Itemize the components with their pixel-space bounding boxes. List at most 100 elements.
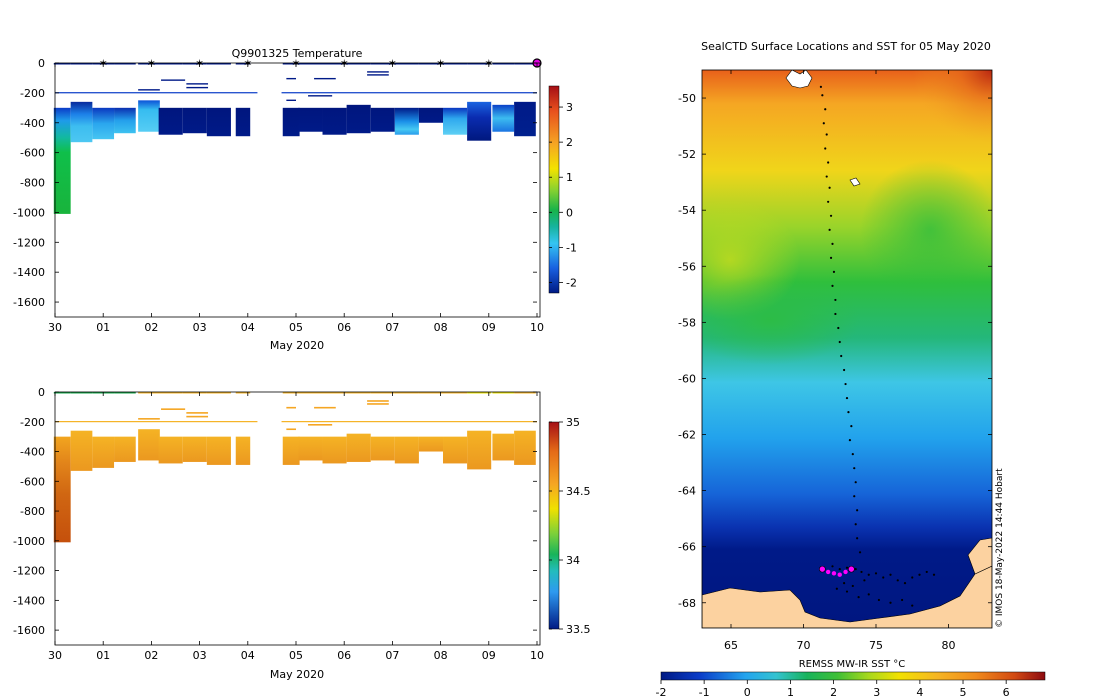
x-tick-label: 07 bbox=[385, 649, 399, 662]
highlight-point bbox=[843, 569, 848, 575]
sst-colorbar-tick-label: 3 bbox=[873, 686, 880, 699]
surface-layer bbox=[158, 392, 183, 394]
salinity-plot-area bbox=[53, 392, 537, 543]
profile-column bbox=[322, 436, 347, 464]
track-point bbox=[856, 537, 859, 540]
near-surface-segment bbox=[186, 412, 209, 414]
track-point bbox=[889, 573, 892, 576]
surface-layer bbox=[206, 63, 231, 65]
track-point bbox=[854, 523, 857, 526]
near-surface-segment bbox=[367, 400, 389, 402]
lat-tick-label: -66 bbox=[678, 541, 696, 554]
temperature-plot-area: ✶ ✶ ✶ ✶ ✶ ✶ ✶ ✶ ✶ bbox=[53, 57, 542, 214]
profile-column bbox=[467, 101, 492, 141]
track-point bbox=[867, 573, 870, 576]
salinity-section-panel: 0 -200 -400 -600 -800 -1000 -1200 -1400 -1600 30… bbox=[13, 386, 590, 681]
track-point bbox=[918, 573, 921, 576]
near-surface-segment bbox=[161, 408, 186, 410]
surface-layer bbox=[235, 392, 251, 394]
track-point bbox=[851, 453, 854, 456]
track-point bbox=[831, 565, 834, 568]
sst-colorbar-tick-label: 4 bbox=[916, 686, 923, 699]
near-surface-segment bbox=[286, 428, 296, 431]
profile-column bbox=[418, 107, 444, 123]
temperature-section-panel: Q9901325 Temperature ✶ ✶ ✶ ✶ ✶ ✶ ✶ ✶ ✶ 0 -200 -400… bbox=[13, 47, 577, 352]
antarctica-land bbox=[702, 565, 992, 628]
near-surface-segment bbox=[308, 423, 333, 426]
near-surface-segment bbox=[186, 83, 209, 85]
y-tick-label: -1600 bbox=[13, 296, 45, 309]
surface-layer bbox=[70, 63, 93, 65]
track-point bbox=[903, 582, 907, 585]
track-point bbox=[901, 598, 904, 602]
near-surface-segment bbox=[314, 77, 336, 80]
track-point bbox=[819, 85, 823, 88]
track-point bbox=[874, 572, 878, 575]
profile-column bbox=[418, 436, 444, 452]
y-tick-label: -200 bbox=[20, 416, 45, 429]
x-tick-label: 05 bbox=[289, 649, 303, 662]
surface-layer bbox=[322, 63, 347, 65]
surface-layer bbox=[443, 392, 468, 394]
track-point bbox=[838, 568, 841, 571]
profile-column bbox=[282, 436, 300, 465]
surface-layer bbox=[298, 63, 323, 65]
profile-column bbox=[158, 436, 183, 464]
surface-layer bbox=[182, 392, 207, 394]
x-tick-label: 01 bbox=[96, 649, 110, 662]
y-tick-label: -800 bbox=[20, 177, 45, 190]
surface-layer bbox=[70, 392, 93, 394]
sst-colorbar-tick-label: 6 bbox=[1003, 686, 1010, 699]
near-surface-segment bbox=[186, 86, 209, 89]
profile-column bbox=[298, 436, 323, 461]
surface-layer bbox=[298, 392, 323, 394]
salinity-y-axis: 0 -200 -400 -600 -800 -1000 -1200 -1400 -1600 bbox=[13, 386, 537, 637]
island-marker bbox=[849, 177, 861, 187]
y-tick-label: -600 bbox=[20, 475, 45, 488]
near-surface-segment bbox=[286, 406, 296, 409]
y-tick-label: -400 bbox=[20, 117, 45, 130]
sst-colorbar bbox=[660, 671, 1046, 681]
lat-tick-label: -64 bbox=[678, 485, 696, 498]
track-point bbox=[840, 354, 843, 358]
surface-layer bbox=[206, 392, 231, 394]
temperature-colorbar bbox=[548, 85, 560, 294]
track-point bbox=[853, 495, 856, 498]
surface-layer bbox=[322, 392, 347, 394]
colorbar-tick-label: 2 bbox=[566, 136, 573, 149]
salinity-x-label: May 2020 bbox=[270, 668, 324, 681]
colorbar-tick-label: 0 bbox=[566, 206, 573, 219]
profile-column bbox=[235, 436, 251, 465]
salinity-colorbar-ticks: 35 34.5 34 33.5 bbox=[549, 416, 591, 636]
track-point bbox=[844, 382, 847, 386]
track-point bbox=[889, 601, 892, 604]
surface-layer bbox=[138, 392, 160, 394]
lat-tick-label: -60 bbox=[678, 372, 696, 385]
highlight-point bbox=[819, 565, 826, 573]
track-point bbox=[851, 584, 854, 588]
profile-column bbox=[346, 433, 371, 462]
near-surface-segment bbox=[367, 403, 389, 405]
surface-layer bbox=[514, 63, 536, 65]
track-point bbox=[854, 481, 857, 484]
profile-column bbox=[114, 436, 136, 462]
profile-column bbox=[282, 107, 300, 137]
track-point bbox=[845, 590, 849, 593]
x-tick-label: 03 bbox=[193, 649, 207, 662]
track-point bbox=[824, 108, 827, 111]
salinity-x-axis: 30 01 02 03 04 05 06 07 08 09 10 bbox=[48, 392, 544, 662]
profile-column bbox=[53, 436, 71, 543]
x-tick-label: 30 bbox=[48, 649, 62, 662]
profile-column bbox=[70, 430, 93, 471]
profile-column bbox=[138, 100, 160, 132]
surface-layer bbox=[443, 63, 468, 65]
layer-line bbox=[55, 92, 258, 94]
track-point bbox=[831, 284, 834, 288]
surface-layer bbox=[282, 63, 300, 65]
track-point bbox=[825, 133, 828, 136]
near-surface-segment bbox=[286, 99, 296, 102]
profile-column bbox=[92, 436, 115, 468]
track-point bbox=[847, 410, 850, 414]
track-point bbox=[827, 161, 830, 164]
